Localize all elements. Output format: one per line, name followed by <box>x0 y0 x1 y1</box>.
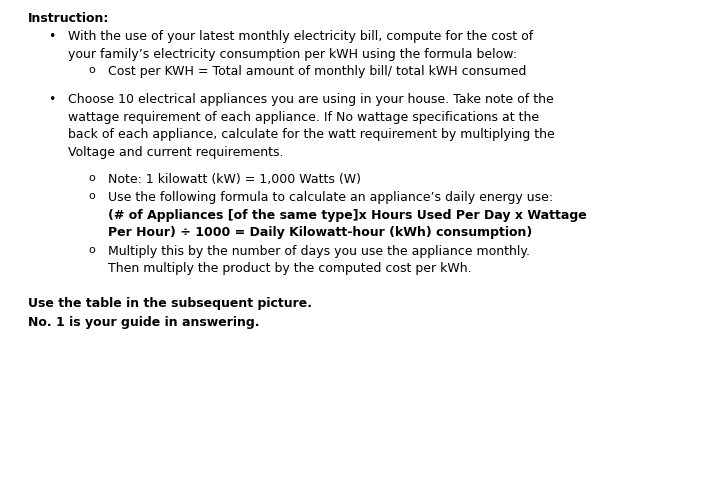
Text: Use the following formula to calculate an appliance’s daily energy use:: Use the following formula to calculate a… <box>108 191 553 204</box>
Text: •: • <box>48 30 55 43</box>
Text: Multiply this by the number of days you use the appliance monthly.: Multiply this by the number of days you … <box>108 245 530 258</box>
Text: Then multiply the product by the computed cost per kWh.: Then multiply the product by the compute… <box>108 262 472 275</box>
Text: •: • <box>48 93 55 106</box>
Text: Use the table in the subsequent picture.: Use the table in the subsequent picture. <box>28 297 312 310</box>
Text: wattage requirement of each appliance. If No wattage specifications at the: wattage requirement of each appliance. I… <box>68 111 539 124</box>
Text: o: o <box>88 173 95 183</box>
Text: o: o <box>88 65 95 75</box>
Text: Instruction:: Instruction: <box>28 12 109 25</box>
Text: (# of Appliances [of the same type]x Hours Used Per Day x Wattage: (# of Appliances [of the same type]x Hou… <box>108 209 587 222</box>
Text: Voltage and current requirements.: Voltage and current requirements. <box>68 146 284 159</box>
Text: Per Hour) ÷ 1000 = Daily Kilowatt-hour (kWh) consumption): Per Hour) ÷ 1000 = Daily Kilowatt-hour (… <box>108 226 532 240</box>
Text: your family’s electricity consumption per kWH using the formula below:: your family’s electricity consumption pe… <box>68 48 517 61</box>
Text: Cost per KWH = Total amount of monthly bill/ total kWH consumed: Cost per KWH = Total amount of monthly b… <box>108 65 526 79</box>
Text: o: o <box>88 191 95 202</box>
Text: Choose 10 electrical appliances you are using in your house. Take note of the: Choose 10 electrical appliances you are … <box>68 93 554 106</box>
Text: With the use of your latest monthly electricity bill, compute for the cost of: With the use of your latest monthly elec… <box>68 30 534 43</box>
Text: back of each appliance, calculate for the watt requirement by multiplying the: back of each appliance, calculate for th… <box>68 128 554 142</box>
Text: o: o <box>88 245 95 255</box>
Text: Note: 1 kilowatt (kW) = 1,000 Watts (W): Note: 1 kilowatt (kW) = 1,000 Watts (W) <box>108 173 361 186</box>
Text: No. 1 is your guide in answering.: No. 1 is your guide in answering. <box>28 316 259 328</box>
